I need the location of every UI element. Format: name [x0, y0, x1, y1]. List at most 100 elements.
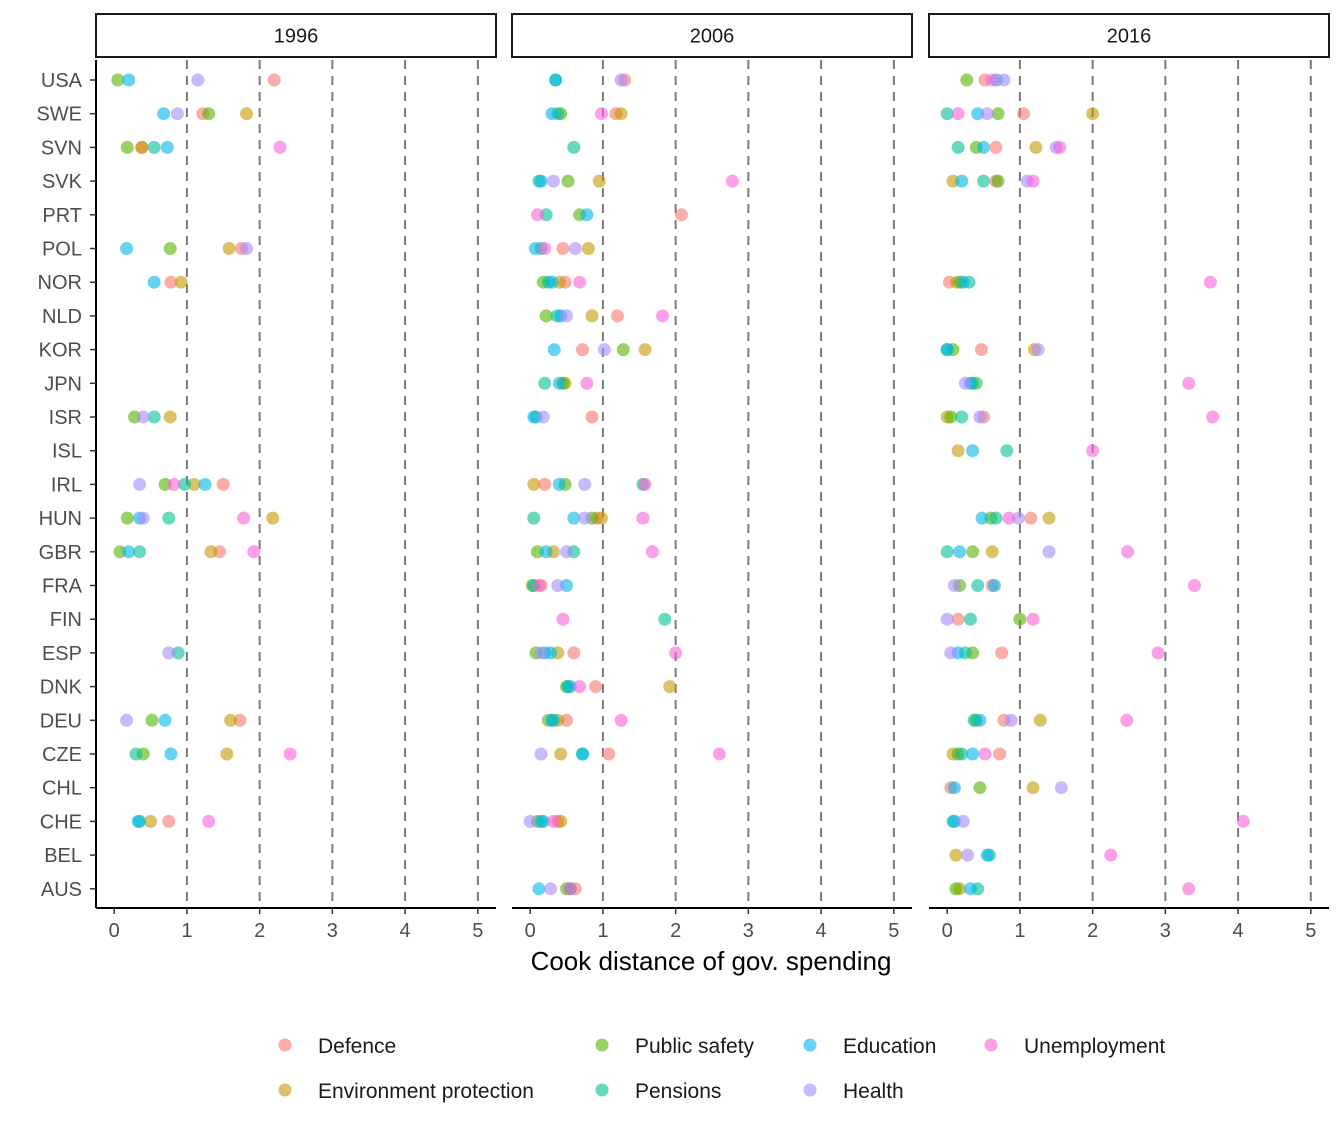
point-1996-hun-public-safety	[120, 511, 134, 525]
x-tick-label-2016-0: 0	[942, 920, 953, 942]
point-2016-isr-health	[973, 410, 987, 424]
point-1996-cze-environment-protection	[220, 747, 234, 761]
legend-label-public-safety: Public safety	[635, 1035, 755, 1058]
point-1996-usa-defence	[267, 73, 281, 87]
x-tick-label-2006-3: 3	[743, 920, 754, 942]
point-1996-pol-public-safety	[163, 242, 177, 255]
point-1996-usa-health	[191, 73, 205, 87]
point-1996-nor-environment-protection	[174, 275, 188, 289]
point-1996-isr-pensions	[147, 410, 161, 424]
point-2006-dnk-defence	[589, 680, 603, 694]
legend-key-defence	[278, 1038, 292, 1052]
point-2016-chl-health	[1054, 781, 1068, 795]
point-2006-jpn-unemployment	[580, 376, 594, 390]
point-1996-svn-environment-protection	[135, 140, 149, 154]
point-1996-isr-health	[136, 410, 150, 424]
point-1996-irl-education	[198, 477, 212, 491]
point-2006-nld-health	[560, 309, 574, 323]
y-tick-label-gbr: GBR	[39, 542, 82, 564]
point-1996-svn-public-safety	[120, 140, 134, 154]
point-2006-nld-environment-protection	[585, 309, 599, 323]
point-2016-isr-public-safety	[944, 410, 958, 424]
point-2016-fin-public-safety	[1013, 612, 1027, 626]
point-2016-bel-unemployment	[1104, 848, 1118, 862]
facet-strip-2006	[511, 13, 913, 58]
point-2006-esp-education	[544, 646, 558, 660]
point-2016-deu-environment-protection	[1033, 713, 1047, 727]
point-1996-hun-unemployment	[237, 511, 251, 525]
legend-label-unemployment: Unemployment	[1024, 1035, 1165, 1058]
point-2016-cze-unemployment	[978, 747, 992, 761]
x-tick-label-2006-5: 5	[888, 920, 899, 942]
point-2016-isl-unemployment	[1086, 444, 1100, 458]
point-2006-deu-education	[545, 713, 559, 727]
facet-strip-label-2016: 2016	[1107, 26, 1152, 48]
facet-strip-label-2006: 2006	[690, 26, 735, 48]
y-tick-label-fin: FIN	[50, 609, 82, 631]
point-2016-fra-education	[987, 579, 1001, 592]
point-2016-swe-pensions	[940, 107, 954, 121]
point-2006-che-unemployment	[546, 814, 560, 828]
point-2006-kor-public-safety	[616, 343, 630, 357]
point-2016-kor-health	[1031, 343, 1045, 357]
point-2006-gbr-education	[539, 545, 553, 559]
point-2006-kor-defence	[576, 343, 590, 357]
point-1996-nor-education	[147, 275, 161, 289]
point-2016-svk-public-safety	[991, 174, 1005, 188]
point-2016-svk-unemployment	[1026, 174, 1040, 188]
y-tick-label-prt: PRT	[42, 205, 82, 227]
point-2016-svn-environment-protection	[1029, 140, 1043, 154]
point-1996-gbr-pensions	[133, 545, 147, 559]
point-2016-che-unemployment	[1236, 814, 1250, 828]
legend-label-health: Health	[843, 1080, 904, 1103]
point-2006-isr-health	[536, 410, 550, 424]
point-1996-svn-pensions	[147, 140, 161, 154]
point-1996-cze-unemployment	[283, 747, 297, 761]
x-tick-label-2016-1: 1	[1014, 920, 1025, 942]
point-2016-isl-education	[966, 444, 980, 458]
point-1996-pol-health	[240, 242, 254, 255]
x-tick-label-1996-2: 2	[254, 920, 265, 942]
y-tick-label-jpn: JPN	[44, 373, 82, 395]
point-1996-usa-education	[122, 73, 136, 87]
point-1996-irl-pensions	[178, 477, 192, 491]
y-tick-label-aus: AUS	[41, 879, 82, 901]
point-1996-esp-pensions	[171, 646, 185, 660]
x-tick-label-1996-1: 1	[181, 920, 192, 942]
point-2006-nor-unemployment	[573, 275, 587, 289]
y-tick-label-isr: ISR	[49, 407, 82, 429]
point-2006-prt-education	[580, 208, 594, 222]
point-2006-che-education	[534, 814, 548, 828]
point-2016-jpn-unemployment	[1182, 376, 1196, 390]
point-2006-fra-unemployment	[532, 579, 546, 592]
point-1996-irl-unemployment	[167, 477, 181, 491]
y-tick-label-deu: DEU	[40, 710, 82, 732]
point-2016-isl-environment-protection	[951, 444, 965, 458]
point-2006-swe-education	[545, 107, 559, 121]
point-1996-swe-health	[170, 107, 184, 121]
point-2006-svk-public-safety	[561, 174, 575, 188]
point-1996-che-education	[131, 814, 145, 828]
point-1996-cze-education	[164, 747, 178, 761]
point-2006-irl-education	[552, 477, 566, 491]
point-1996-deu-health	[120, 713, 134, 727]
point-2006-esp-defence	[567, 646, 581, 660]
point-2006-dnk-unemployment	[573, 680, 587, 694]
point-2016-swe-unemployment	[951, 107, 965, 121]
point-2006-dnk-education	[563, 680, 577, 694]
point-2016-aus-public-safety	[949, 882, 963, 896]
legend-label-environment-protection: Environment protection	[318, 1080, 534, 1103]
point-2016-cze-defence	[993, 747, 1007, 761]
point-2016-fin-defence	[951, 612, 965, 626]
point-2016-bel-environment-protection	[949, 848, 963, 862]
point-1996-irl-defence	[216, 477, 230, 491]
point-2016-cze-education	[966, 747, 980, 761]
point-2016-kor-defence	[974, 343, 988, 357]
point-2006-aus-health	[544, 882, 558, 896]
point-2016-fra-health	[947, 579, 961, 592]
point-1996-irl-environment-protection	[187, 477, 201, 491]
point-2006-swe-environment-protection	[614, 107, 628, 121]
point-2016-bel-education	[980, 848, 994, 862]
point-2016-usa-public-safety	[960, 73, 974, 87]
